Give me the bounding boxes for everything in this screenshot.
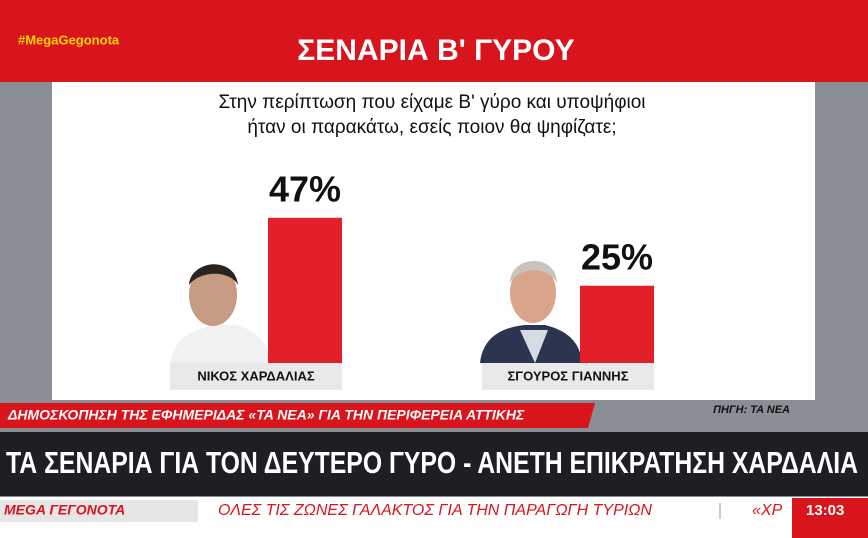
candidate-photo: [170, 264, 270, 363]
clock: 13:03: [806, 502, 844, 519]
bar: [580, 285, 654, 363]
ticker-logo: MEGA ΓΕΓΟΝΟΤΑ: [4, 502, 125, 518]
ticker-logo-bg: [0, 500, 198, 522]
hashtag: #MegaGegonota: [18, 32, 120, 47]
chart-subtitle: Στην περίπτωση που είχαμε Β' γύρο και υπ…: [218, 92, 645, 113]
strap: ΔΗΜΟΣΚΟΠΗΣΗ ΤΗΣ ΕΦΗΜΕΡΙΔΑΣ «ΤΑ ΝΕΑ» ΓΙΑ …: [7, 407, 525, 423]
category-label: ΣΓΟΥΡΟΣ ΓΙΑΝΝΗΣ: [507, 368, 628, 383]
category-label: ΝΙΚΟΣ ΧΑΡΔΑΛΙΑΣ: [197, 368, 314, 383]
strap-bar: [0, 403, 595, 428]
ticker-text: ΟΛΕΣ ΤΙΣ ΖΩΝΕΣ ΓΑΛΑΚΤΟΣ ΓΙΑ ΤΗΝ ΠΑΡΑΓΩΓΗ…: [218, 502, 652, 519]
chart-title: ΣΕΝΑΡΙΑ Β' ΓΥΡΟΥ: [297, 34, 574, 67]
category-label-bg: [482, 363, 654, 390]
chart-subtitle: ήταν οι παρακάτω, εσείς ποιον θα ψηφίζατ…: [247, 117, 616, 138]
headline: ΤΑ ΣΕΝΑΡΙΑ ΓΙΑ ΤΟΝ ΔΕΥΤΕΡΟ ΓΥΡΟ - ΑΝΕΤΗ …: [6, 445, 858, 480]
value-label: 47%: [269, 168, 341, 209]
value-label: 25%: [581, 236, 653, 277]
source: ΠΗΓΗ: ΤΑ ΝΕΑ: [713, 404, 790, 416]
candidate-photo: [480, 260, 582, 363]
clock-bg: [792, 498, 868, 538]
title-bar: [0, 0, 868, 82]
category-label-bg: [170, 363, 342, 390]
headline-bar: [0, 432, 868, 496]
bar: [268, 217, 342, 363]
ticker-next: «ΧΡ: [752, 502, 783, 519]
